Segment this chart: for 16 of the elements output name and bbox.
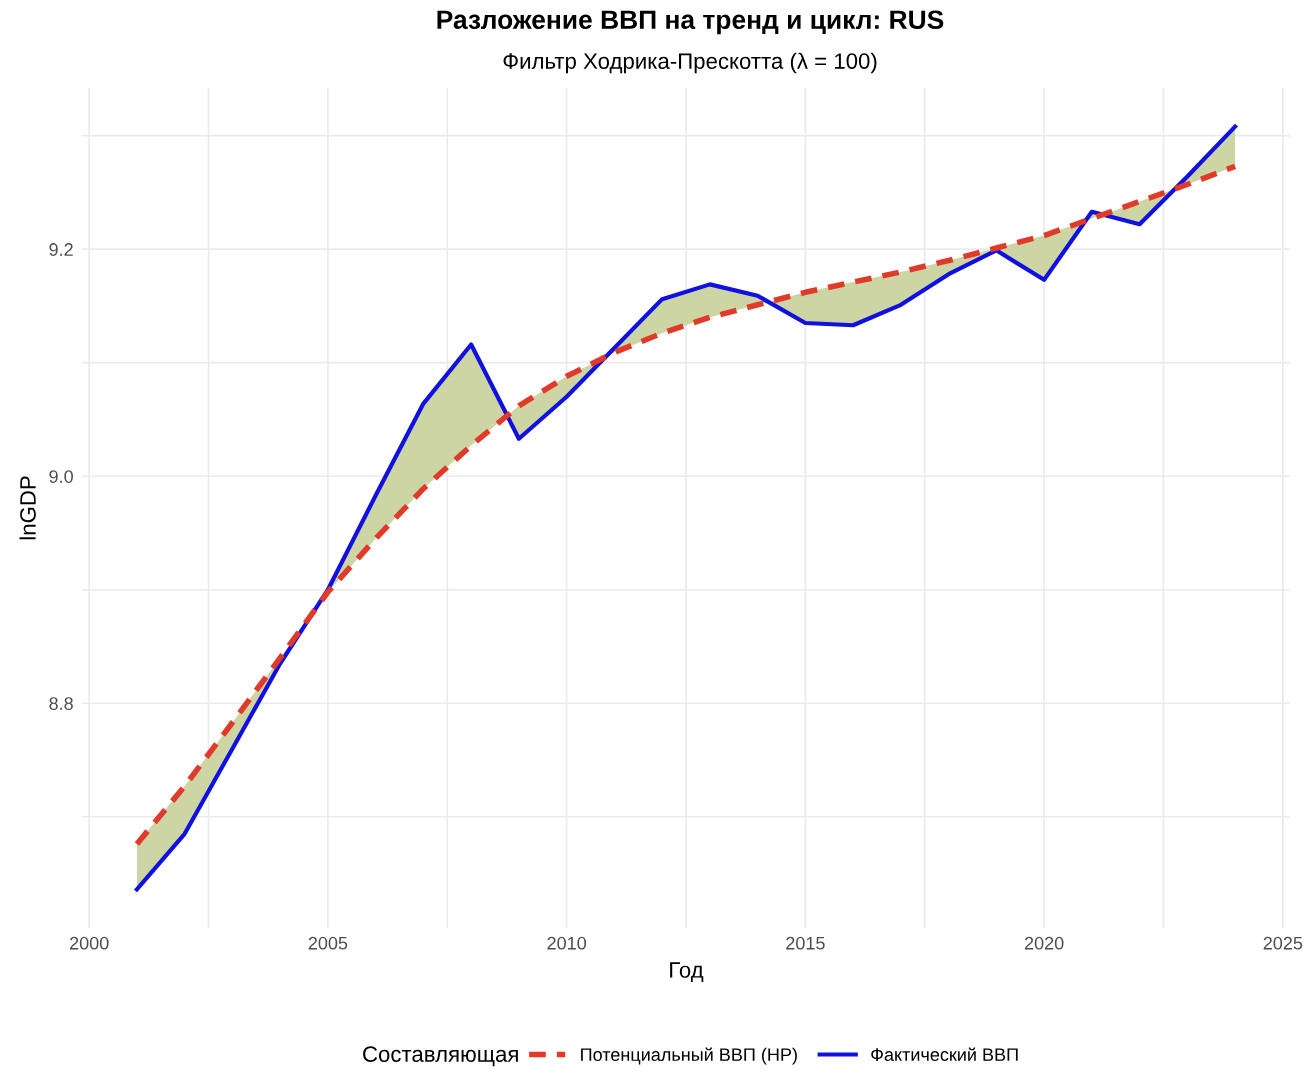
x-tick-label: 2005 <box>308 936 348 950</box>
y-axis-title: lnGDP <box>19 476 36 540</box>
y-tick-label: 8.8 <box>49 697 73 710</box>
x-tick-label: 2025 <box>1263 936 1303 950</box>
x-tick-label: 2000 <box>69 936 109 950</box>
x-tick-label: 2015 <box>786 936 825 950</box>
legend-title: Составляющая <box>363 1046 518 1067</box>
x-tick-label: 2020 <box>1024 936 1064 950</box>
chart-title: Разложение ВВП на тренд и цикл: RUS <box>437 10 944 35</box>
y-tick-label: 9.2 <box>49 243 73 256</box>
legend-label: Потенциальный ВВП (HP) <box>581 1047 797 1065</box>
x-tick-label: 2010 <box>547 936 587 950</box>
legend-label: Фактический ВВП <box>871 1047 1018 1061</box>
chart-subtitle: Фильтр Ходрика-Прескотта (λ = 100) <box>503 52 877 74</box>
y-tick-label: 9.0 <box>49 470 73 483</box>
x-axis-title: Год <box>670 962 704 983</box>
